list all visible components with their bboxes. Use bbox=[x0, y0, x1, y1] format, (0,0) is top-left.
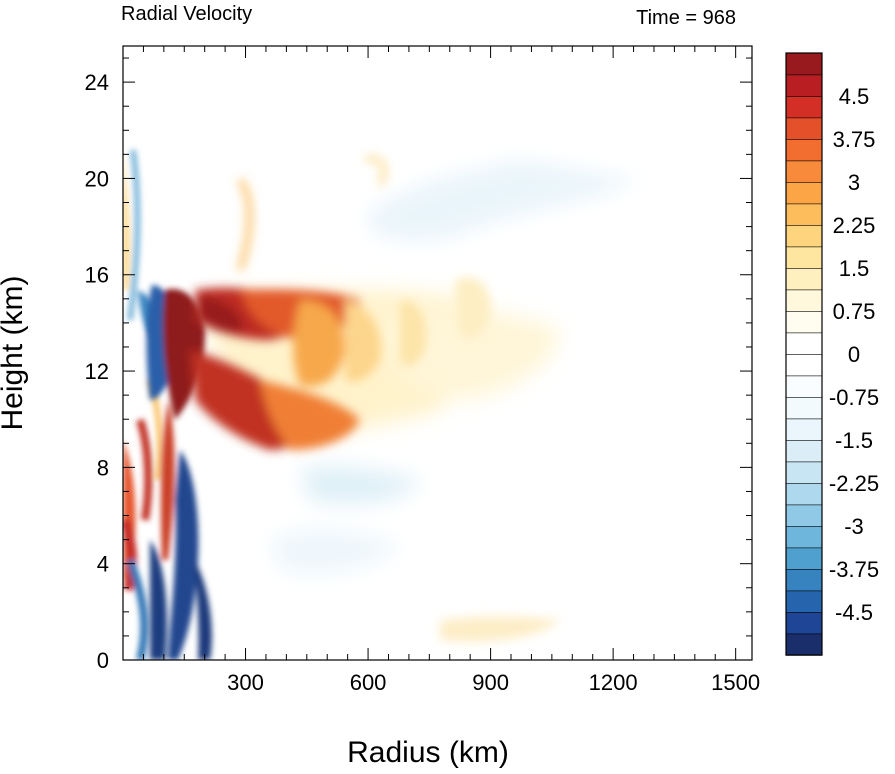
colorbar-label: -3 bbox=[844, 514, 864, 539]
low-level-inflow-edge bbox=[195, 560, 212, 660]
colorbar-swatch bbox=[785, 181, 823, 205]
colorbar-swatch bbox=[785, 310, 823, 334]
outflow-column-2 bbox=[345, 300, 381, 382]
colorbar-swatch bbox=[785, 590, 823, 613]
colorbar: 4.5 3.75 3 2.25 1.5 0.75 0 -0.75 -1.5 -2.25 -3 -3.7… bbox=[785, 52, 879, 656]
y-axis: 0 4 8 12 16 20 24 bbox=[85, 57, 752, 673]
colorbar-label: 4.5 bbox=[839, 84, 870, 109]
y-tick-label: 4 bbox=[97, 552, 109, 577]
colorbar-swatch bbox=[785, 504, 823, 527]
upper-streak bbox=[237, 178, 253, 271]
colorbar-label: 1.5 bbox=[839, 256, 870, 281]
left-edge-inflow-streak bbox=[127, 149, 141, 321]
y-tick-label: 20 bbox=[85, 166, 109, 191]
colorbar-swatch bbox=[785, 160, 823, 183]
chart-title: Radial Velocity bbox=[121, 3, 252, 25]
colorbar-swatch bbox=[785, 525, 823, 549]
colorbar-label: 0 bbox=[848, 342, 860, 367]
colorbar-swatch bbox=[785, 117, 823, 140]
x-tick-label: 600 bbox=[350, 670, 387, 695]
colorbar-swatch bbox=[785, 52, 823, 76]
colorbar-swatch bbox=[785, 95, 823, 119]
colorbar-swatch bbox=[785, 203, 823, 226]
boundary-layer-patch bbox=[440, 616, 560, 642]
colorbar-label: -2.25 bbox=[829, 471, 879, 496]
outflow-column-4 bbox=[455, 277, 491, 339]
low-level-inflow-core bbox=[150, 540, 167, 660]
eyewall-updraft-streak bbox=[160, 400, 175, 560]
x-tick-label: 1500 bbox=[711, 670, 760, 695]
colorbar-frame bbox=[785, 52, 823, 656]
y-tick-label: 16 bbox=[85, 263, 109, 288]
colorbar-swatch bbox=[785, 396, 823, 420]
x-tick-label: 900 bbox=[472, 670, 509, 695]
colorbar-label: 2.25 bbox=[833, 213, 876, 238]
colorbar-swatch bbox=[785, 439, 823, 463]
colorbar-swatch bbox=[785, 138, 823, 162]
left-low-inflow bbox=[126, 558, 149, 660]
x-tick-label: 300 bbox=[227, 670, 264, 695]
colorbar-label: -4.5 bbox=[835, 600, 873, 625]
x-axis: 300 600 900 1200 1500 bbox=[142, 46, 760, 695]
colorbar-swatch bbox=[785, 332, 823, 355]
left-outflow-streak bbox=[136, 418, 153, 521]
y-tick-label: 0 bbox=[97, 648, 109, 673]
x-tick-label: 1200 bbox=[589, 670, 638, 695]
x-axis-label: Radius (km) bbox=[347, 736, 509, 769]
colorbar-swatch bbox=[785, 353, 823, 377]
mid-outflow-jet-outer bbox=[260, 380, 360, 450]
chart-subtitle: Time = 968 bbox=[636, 7, 736, 29]
colorbar-swatch bbox=[785, 547, 823, 570]
left-edge-upper-band bbox=[123, 150, 130, 290]
left-edge-core bbox=[123, 518, 137, 592]
colorbar-label: 0.75 bbox=[833, 299, 876, 324]
colorbar-swatch bbox=[785, 74, 823, 97]
mid-inflow-patch bbox=[300, 465, 420, 504]
colorbar-label: -3.75 bbox=[829, 557, 879, 582]
colorbar-label: -0.75 bbox=[829, 385, 879, 410]
colorbar-label: 3 bbox=[848, 170, 860, 195]
colorbar-label: -1.5 bbox=[835, 428, 873, 453]
plot-frame bbox=[122, 45, 753, 661]
eye-low-inflow bbox=[168, 450, 199, 660]
low-inflow-patch bbox=[270, 528, 400, 574]
y-tick-label: 12 bbox=[85, 359, 109, 384]
colorbar-label: 3.75 bbox=[833, 127, 876, 152]
colorbar-swatch bbox=[785, 568, 823, 592]
y-axis-label: Height (km) bbox=[0, 275, 29, 430]
velocity-field bbox=[123, 149, 640, 660]
outflow-column-3 bbox=[400, 300, 427, 367]
colorbar-swatch bbox=[785, 482, 823, 506]
colorbar-swatch bbox=[785, 461, 823, 484]
colorbar-swatch bbox=[785, 611, 823, 635]
colorbar-swatch bbox=[785, 289, 823, 312]
colorbar-swatch bbox=[785, 267, 823, 291]
colorbar-swatch bbox=[785, 224, 823, 248]
colorbar-swatch bbox=[785, 633, 823, 656]
colorbar-swatch bbox=[785, 418, 823, 441]
outflow-column-1 bbox=[293, 300, 345, 387]
upper-patch bbox=[364, 155, 387, 187]
upper-outflow-jet-core bbox=[200, 295, 245, 332]
upper-inflow-band bbox=[370, 160, 640, 242]
y-tick-label: 8 bbox=[97, 455, 109, 480]
colorbar-swatch bbox=[785, 246, 823, 269]
colorbar-swatch bbox=[785, 375, 823, 398]
y-tick-label: 24 bbox=[85, 70, 109, 95]
